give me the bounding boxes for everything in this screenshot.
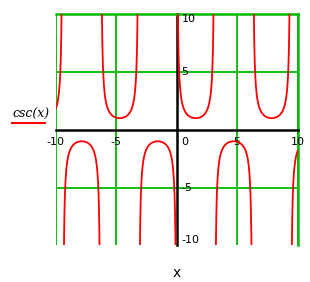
Text: 0: 0 [182, 137, 188, 147]
Text: 10: 10 [182, 14, 196, 24]
Text: -5: -5 [182, 182, 193, 193]
Text: 5: 5 [182, 67, 188, 77]
Text: -5: -5 [111, 137, 122, 147]
Text: csc(x): csc(x) [12, 108, 50, 121]
Text: -10: -10 [182, 235, 200, 245]
Text: -10: -10 [47, 137, 65, 147]
Text: 10: 10 [290, 137, 305, 147]
Text: 5: 5 [234, 137, 241, 147]
Text: x: x [173, 266, 181, 280]
